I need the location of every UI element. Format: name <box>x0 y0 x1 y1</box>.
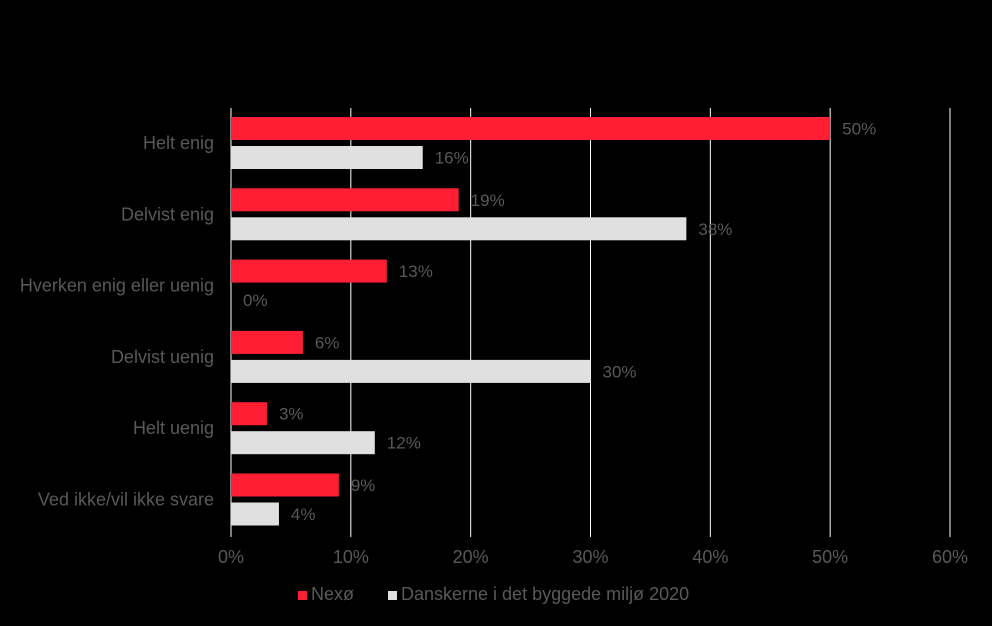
x-tick-labels: 0% 10% 20% 30% 40% 50% 60% <box>218 547 968 567</box>
bar <box>231 402 267 426</box>
category-label: Helt uenig <box>133 418 214 438</box>
x-tick-label: 0% <box>218 547 244 567</box>
data-label: 19% <box>471 191 505 210</box>
data-label: 16% <box>435 149 469 168</box>
bar <box>231 117 831 140</box>
data-label: 3% <box>279 405 304 424</box>
x-tick-label: 20% <box>453 547 489 567</box>
legend-swatch <box>298 591 307 600</box>
category-label: Ved ikke/vil ikke svare <box>38 490 214 510</box>
gridlines <box>230 108 951 537</box>
bar <box>231 473 339 497</box>
data-label: 4% <box>291 505 316 524</box>
x-tick-label: 30% <box>572 547 608 567</box>
category-label: Delvist uenig <box>111 347 214 367</box>
data-label: 9% <box>351 476 376 495</box>
bar <box>231 146 423 169</box>
x-tick-label: 40% <box>692 547 728 567</box>
data-label: 30% <box>603 362 637 381</box>
legend-label: Danskerne i det byggede miljø 2020 <box>401 584 689 604</box>
data-label: 6% <box>315 333 340 352</box>
bar <box>231 431 375 455</box>
data-labels: 50% 16% 19% 38% 13% 0% 6% 30% 3% 12% 9% 4% <box>243 120 876 525</box>
bar <box>231 502 279 526</box>
category-labels: Helt enig Delvist enig Hverken enig eller … <box>20 133 214 510</box>
bar <box>231 259 387 283</box>
category-label: Delvist enig <box>121 204 214 224</box>
bar <box>231 188 459 212</box>
data-label: 0% <box>243 291 268 310</box>
category-label: Hverken enig eller uenig <box>20 276 214 296</box>
legend-swatch <box>388 591 397 600</box>
x-tick-label: 50% <box>812 547 848 567</box>
x-tick-label: 10% <box>333 547 369 567</box>
bars <box>231 117 831 526</box>
bar <box>231 217 687 241</box>
data-label: 50% <box>842 120 876 139</box>
legend: Nexø Danskerne i det byggede miljø 2020 <box>298 584 689 604</box>
bar <box>231 359 591 383</box>
bar <box>231 330 303 354</box>
x-tick-label: 60% <box>932 547 968 567</box>
data-label: 12% <box>387 434 421 453</box>
category-label: Helt enig <box>143 133 214 153</box>
data-label: 13% <box>399 262 433 281</box>
data-label: 38% <box>698 220 732 239</box>
legend-label: Nexø <box>311 584 354 604</box>
